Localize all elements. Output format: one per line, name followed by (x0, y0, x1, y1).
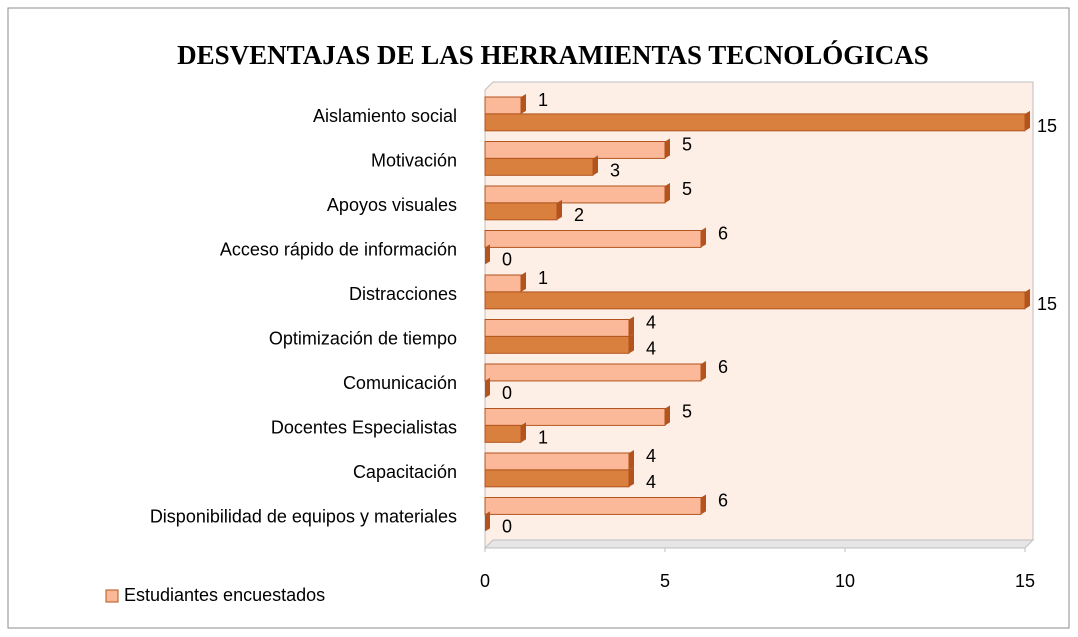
data-label: 5 (682, 179, 692, 199)
bar (484, 96, 522, 115)
data-label: 1 (538, 268, 548, 288)
data-label: 5 (682, 135, 692, 155)
bar (484, 319, 630, 337)
bar-depth (665, 138, 670, 159)
data-label: 5 (682, 402, 692, 422)
y-tick-label: Disponibilidad de equipos y materiales (150, 507, 457, 527)
data-label: 4 (646, 339, 656, 359)
y-tick-label: Distracciones (349, 284, 457, 304)
bar (484, 291, 1026, 310)
y-tick-label: Capacitación (353, 462, 457, 482)
y-tick-label: Docentes Especialistas (271, 418, 457, 438)
y-tick-label: Motivación (371, 151, 457, 171)
data-label: 6 (718, 357, 728, 377)
bar (484, 469, 630, 488)
bar (484, 113, 1026, 132)
data-label: 15 (1037, 116, 1057, 136)
bar-depth (521, 94, 526, 114)
bar-depth (1025, 288, 1030, 309)
data-label: 15 (1037, 294, 1057, 314)
bar (484, 141, 666, 159)
y-tick-label: Aislamiento social (313, 106, 457, 126)
y-tick-label: Acceso rápido de información (220, 240, 457, 260)
bar-depth (665, 183, 670, 203)
bar-depth (665, 405, 670, 426)
x-tick-label: 15 (1015, 571, 1035, 591)
data-label: 3 (610, 161, 620, 181)
bar-depth (1025, 110, 1030, 131)
legend-label: Estudiantes encuestados (124, 585, 325, 605)
legend-swatch (105, 589, 119, 603)
data-label: 6 (718, 224, 728, 244)
bar-depth (485, 244, 490, 265)
bar-depth (701, 227, 706, 248)
data-label: 0 (502, 517, 512, 537)
data-label: 6 (718, 491, 728, 511)
bar (484, 408, 666, 426)
x-tick-label: 5 (660, 571, 670, 591)
bar-depth (629, 466, 634, 487)
data-label: 1 (538, 90, 548, 110)
y-tick-label: Optimización de tiempo (269, 329, 457, 349)
bar-depth (629, 450, 634, 470)
bar (484, 452, 630, 471)
bar (484, 157, 594, 176)
bar-depth (629, 316, 634, 337)
bar (484, 363, 702, 382)
bar-depth (521, 272, 526, 292)
data-label: 0 (502, 383, 512, 403)
bar (484, 274, 522, 293)
bar (484, 497, 702, 515)
x-tick-label: 10 (835, 571, 855, 591)
data-label: 4 (646, 446, 656, 466)
x-tick-label: 0 (480, 571, 490, 591)
bar (484, 230, 702, 248)
bar-depth (485, 511, 490, 532)
chart-title: DESVENTAJAS DE LAS HERRAMIENTAS TECNOLÓG… (177, 40, 929, 70)
data-label: 2 (574, 205, 584, 225)
bar-depth (701, 494, 706, 515)
bar (484, 335, 630, 354)
data-label: 4 (646, 313, 656, 333)
plot-floor (483, 539, 1035, 549)
y-tick-label: Comunicación (343, 373, 457, 393)
data-label: 4 (646, 472, 656, 492)
bar-depth (485, 377, 490, 398)
bar-depth (557, 199, 562, 220)
bar-depth (629, 333, 634, 354)
bar-depth (701, 361, 706, 381)
data-label: 0 (502, 250, 512, 270)
bar (484, 424, 522, 443)
y-tick-label: Apoyos visuales (327, 195, 457, 215)
bar-depth (593, 155, 598, 176)
bar (484, 202, 558, 221)
bar-depth (521, 422, 526, 443)
bar (484, 185, 666, 204)
data-label: 1 (538, 428, 548, 448)
